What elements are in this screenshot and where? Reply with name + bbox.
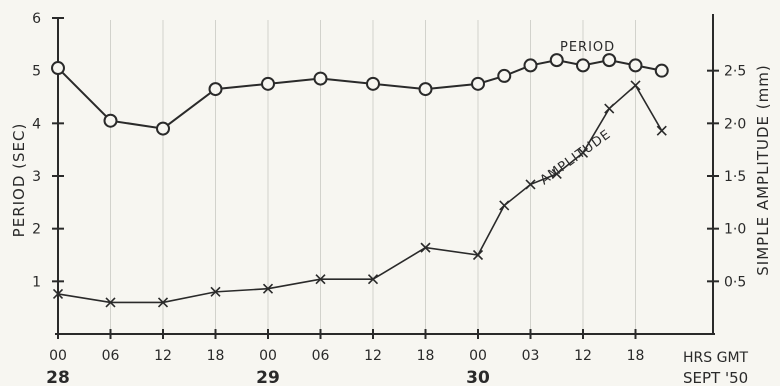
amplitude-point (604, 103, 615, 114)
period-point (471, 76, 485, 91)
x-tick-label: 12 (364, 348, 382, 364)
left-tick-label: 1 (32, 274, 41, 290)
amplitude-point (551, 168, 562, 179)
right-tick-label: 0·5 (724, 274, 746, 290)
date-label: 30 (466, 368, 490, 386)
amplitude-point (262, 283, 274, 294)
right-tick-label: 2·5 (724, 64, 746, 80)
amplitude-point (105, 297, 116, 308)
right-tick-label: 1·5 (724, 169, 746, 185)
date-label: 29 (256, 368, 280, 386)
right-y-ticks: 0·5 1·0 1·5 2·0 2·5 (707, 64, 746, 290)
period-point (313, 71, 328, 86)
period-point (418, 82, 433, 97)
x-unit-label: HRS GMT (683, 350, 749, 366)
right-tick-label: 2·0 (724, 116, 746, 132)
period-point (103, 113, 118, 128)
x-tick-label: 12 (154, 348, 172, 364)
right-axis-label: SIMPLE AMPLITUDE (mm) (754, 64, 772, 275)
date-suffix-label: SEPT '50 (683, 369, 748, 386)
x-tick-label: 18 (627, 348, 645, 364)
x-tick-label: 18 (207, 348, 225, 364)
x-tick-label: 00 (49, 348, 67, 364)
amplitude-point (210, 286, 221, 297)
period-point (654, 63, 669, 78)
amplitude-point (525, 179, 536, 190)
amplitude-point (656, 125, 667, 136)
series-label-amplitude: AMPLITUDE (538, 127, 615, 188)
x-tick-label: 06 (102, 348, 120, 364)
x-tick-label: 18 (417, 348, 435, 364)
amplitude-point (499, 200, 510, 211)
amplitude-point (367, 274, 379, 285)
period-point (51, 61, 65, 76)
period-point (523, 58, 538, 73)
period-point (156, 121, 170, 136)
series-line-period (57, 59, 662, 130)
x-tick-label: 03 (522, 348, 540, 364)
x-tick-label: 06 (312, 348, 330, 364)
amplitude-point (630, 80, 641, 91)
left-tick-label: 2 (32, 222, 41, 238)
series-line-amplitude (57, 84, 663, 304)
left-tick-label: 3 (32, 169, 41, 185)
amplitude-point (157, 297, 169, 308)
series-label-period: PERIOD (560, 40, 615, 55)
x-tick-label: 12 (574, 348, 592, 364)
amplitude-point (577, 147, 589, 158)
left-tick-label: 6 (32, 11, 41, 27)
amplitude-point (472, 249, 484, 261)
amplitude-point (52, 288, 64, 300)
right-tick-label: 1·0 (724, 222, 746, 238)
date-label: 28 (46, 368, 70, 386)
x-ticks: 00 06 12 18 00 06 12 18 00 03 12 18 (49, 329, 644, 364)
left-y-ticks: 1 2 3 4 5 6 (32, 11, 64, 290)
amplitude-point (315, 274, 326, 285)
series-amplitude (52, 80, 667, 308)
date-labels: 28 29 30 (46, 368, 490, 386)
period-point (602, 53, 617, 68)
period-point (366, 76, 380, 91)
x-tick-label: 00 (259, 348, 277, 364)
left-tick-label: 4 (32, 116, 41, 132)
left-tick-label: 5 (32, 64, 41, 80)
period-point (549, 53, 564, 68)
period-point (628, 58, 643, 73)
period-point (576, 58, 590, 73)
period-point (497, 68, 512, 83)
period-point (208, 82, 223, 97)
series-layer (51, 53, 669, 308)
period-point (261, 76, 275, 91)
x-tick-label: 00 (469, 348, 487, 364)
series-period (51, 53, 669, 136)
left-axis-label: PERIOD (SEC) (10, 123, 28, 238)
amplitude-point (420, 242, 431, 253)
